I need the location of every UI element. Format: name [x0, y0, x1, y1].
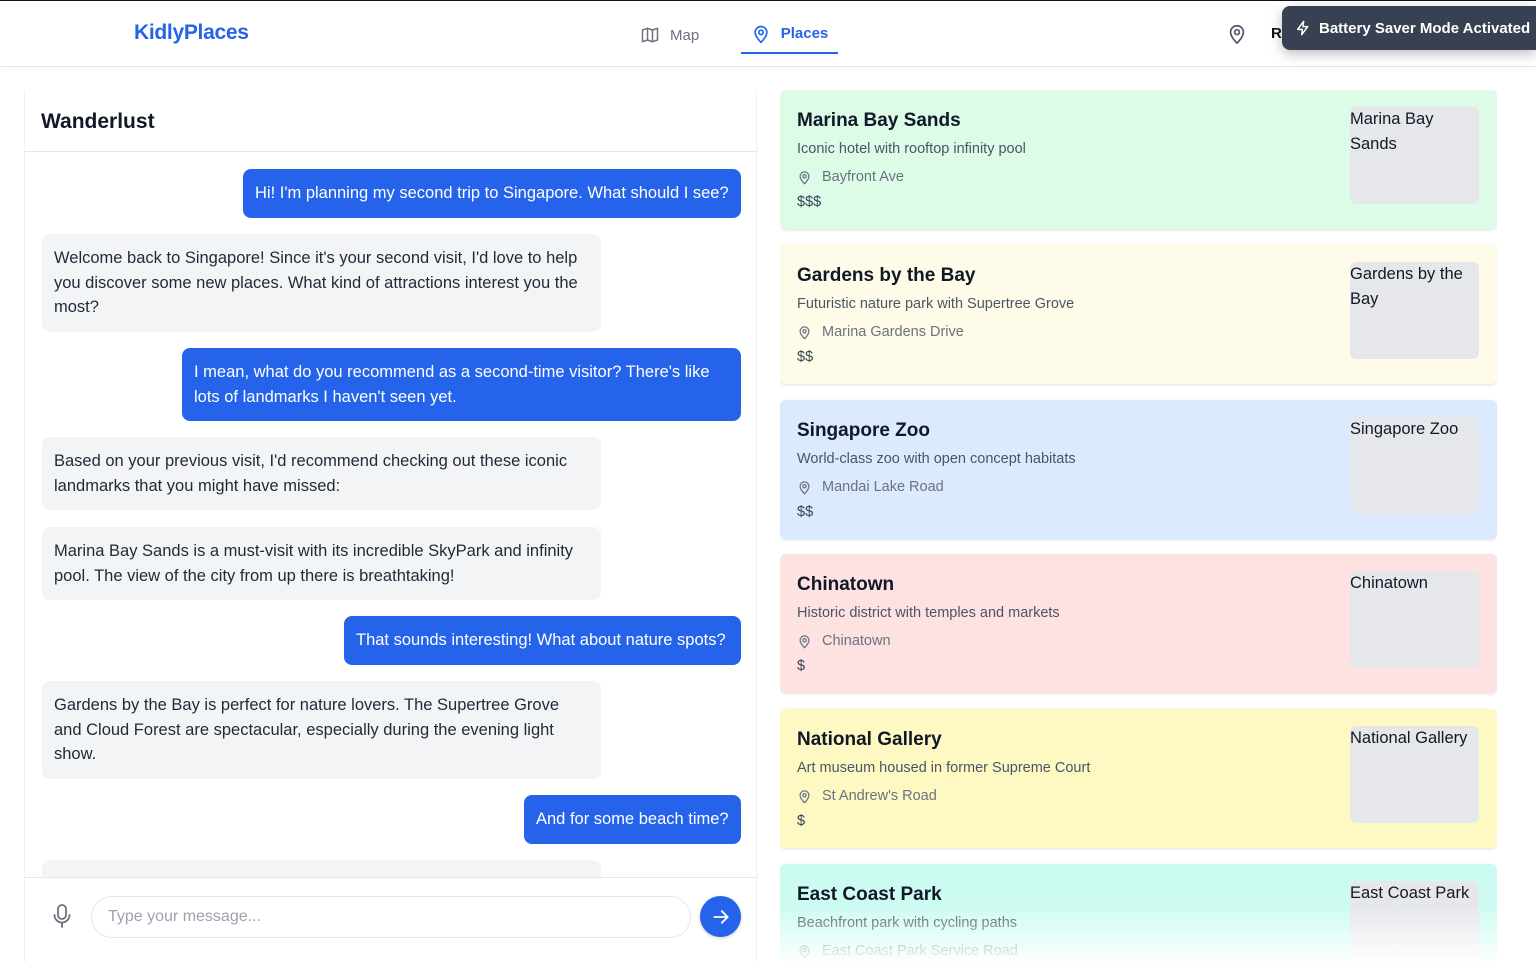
location-pin-icon	[799, 944, 810, 958]
place-address: Mandai Lake Road	[797, 479, 944, 495]
place-address: Bayfront Ave	[797, 169, 904, 185]
assistant-message: Marina Bay Sands is a must-visit with it…	[42, 527, 601, 600]
location-pin-icon	[799, 480, 810, 494]
chat-title: Wanderlust	[41, 110, 155, 133]
user-message: Hi! I'm planning my second trip to Singa…	[243, 169, 741, 218]
place-description: Art museum housed in former Supreme Cour…	[797, 760, 1091, 776]
place-address-text: East Coast Park Service Road	[822, 943, 1018, 959]
message-input[interactable]	[91, 896, 691, 938]
place-price: $	[797, 658, 806, 674]
place-image: East Coast Park	[1350, 881, 1479, 962]
place-description: Beachfront park with cycling paths	[797, 915, 1018, 931]
place-name: Gardens by the Bay	[797, 265, 976, 286]
toast-text: Battery Saver Mode Activated	[1319, 19, 1531, 37]
assistant-message: Based on your previous visit, I'd recomm…	[42, 437, 601, 510]
place-description: World-class zoo with open concept habita…	[797, 451, 1076, 467]
place-price: $$$	[797, 194, 822, 210]
place-name: Chinatown	[797, 574, 895, 595]
location-pin-icon	[799, 325, 810, 339]
place-price: $$	[797, 504, 814, 520]
place-address: Chinatown	[797, 633, 891, 649]
place-card[interactable]: Singapore Zoo World-class zoo with open …	[780, 400, 1497, 539]
user-message: I mean, what do you recommend as a secon…	[182, 348, 741, 421]
place-address-text: St Andrew's Road	[822, 788, 937, 804]
places-list: Marina Bay Sands Iconic hotel with rooft…	[780, 90, 1497, 962]
place-description: Iconic hotel with rooftop infinity pool	[797, 141, 1026, 157]
place-card[interactable]: Chinatown Historic district with temples…	[780, 554, 1497, 693]
place-card[interactable]: East Coast Park Beachfront park with cyc…	[780, 864, 1497, 962]
arrow-right-icon	[712, 909, 729, 924]
app-logo[interactable]: KidlyPlaces	[134, 21, 249, 44]
place-price: $	[797, 813, 806, 829]
place-address-text: Mandai Lake Road	[822, 479, 944, 495]
place-image: Chinatown	[1350, 571, 1479, 668]
user-message: That sounds interesting! What about natu…	[344, 616, 741, 665]
place-address-text: Chinatown	[822, 633, 891, 649]
place-card[interactable]: Marina Bay Sands Iconic hotel with rooft…	[780, 90, 1497, 229]
send-button[interactable]	[700, 896, 741, 937]
place-address-text: Marina Gardens Drive	[822, 324, 964, 340]
place-address: Marina Gardens Drive	[797, 324, 964, 340]
place-name: East Coast Park	[797, 884, 942, 905]
place-address: East Coast Park Service Road	[797, 943, 1018, 959]
location-pin-icon[interactable]	[1226, 23, 1248, 45]
place-name: National Gallery	[797, 729, 942, 750]
place-image: National Gallery	[1350, 726, 1479, 823]
assistant-message-partial	[42, 860, 601, 877]
place-address: St Andrew's Road	[797, 788, 937, 804]
map-icon	[641, 27, 659, 43]
microphone-icon[interactable]	[52, 903, 72, 929]
location-pin-icon	[799, 789, 810, 803]
tab-places-label: Places	[780, 25, 829, 42]
location-pin-icon	[799, 170, 810, 184]
place-description: Historic district with temples and marke…	[797, 605, 1060, 621]
place-image: Marina Bay Sands	[1350, 107, 1479, 204]
battery-saver-toast: Battery Saver Mode Activated	[1282, 6, 1536, 50]
tab-map-label: Map	[670, 26, 700, 44]
place-card[interactable]: National Gallery Art museum housed in fo…	[780, 709, 1497, 848]
assistant-message: Welcome back to Singapore! Since it's yo…	[42, 234, 601, 332]
place-name: Marina Bay Sands	[797, 110, 961, 131]
user-message: And for some beach time?	[524, 795, 741, 844]
composer-divider	[25, 877, 758, 878]
place-image: Gardens by the Bay	[1350, 262, 1479, 359]
divider	[25, 151, 758, 152]
top-navbar: KidlyPlaces Map Places R Battery Saver M…	[0, 0, 1536, 67]
place-price: $$	[797, 349, 814, 365]
place-name: Singapore Zoo	[797, 420, 930, 441]
place-description: Futuristic nature park with Supertree Gr…	[797, 296, 1075, 312]
place-card[interactable]: Gardens by the Bay Futuristic nature par…	[780, 245, 1497, 384]
place-address-text: Bayfront Ave	[822, 169, 904, 185]
header-region-label[interactable]: R	[1271, 25, 1282, 42]
lightning-icon	[1296, 20, 1309, 36]
place-image: Singapore Zoo	[1350, 417, 1479, 514]
tab-places[interactable]: Places	[741, 15, 838, 54]
location-pin-icon	[799, 634, 810, 648]
assistant-message: Gardens by the Bay is perfect for nature…	[42, 681, 601, 779]
location-pin-icon	[754, 25, 768, 43]
tab-map[interactable]: Map	[638, 17, 701, 53]
chat-panel: Wanderlust Hi! I'm planning my second tr…	[24, 90, 758, 962]
